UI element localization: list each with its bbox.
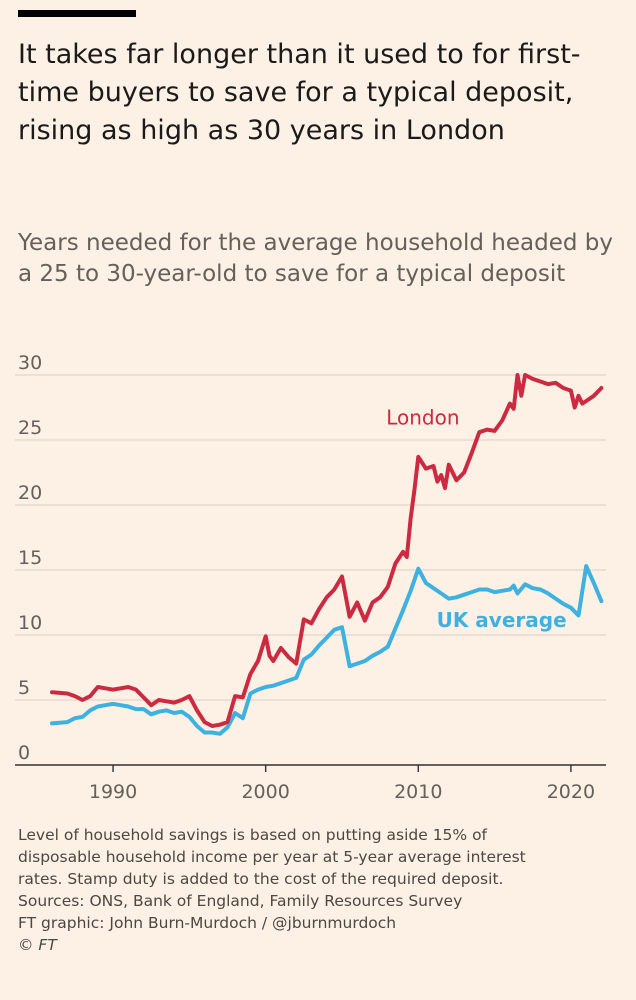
- series-lines: [50, 373, 604, 736]
- y-tick-label: 10: [18, 612, 42, 634]
- chart-subtitle: Years needed for the average household h…: [18, 230, 613, 287]
- x-tick-label: 1990: [89, 781, 137, 800]
- series-label: London: [386, 405, 459, 429]
- footer-line: FT graphic: John Burn-Murdoch / @jburnmu…: [18, 914, 397, 932]
- series-label: UK average: [437, 608, 567, 632]
- y-tick-label: 5: [18, 677, 30, 699]
- y-tick-label: 25: [18, 417, 42, 439]
- footer-line: Sources: ONS, Bank of England, Family Re…: [18, 892, 463, 910]
- footer-line: rates. Stamp duty is added to the cost o…: [18, 870, 504, 888]
- grid-lines: [15, 374, 606, 766]
- x-axis: 1990 2000 2010 2020: [89, 765, 595, 800]
- footer-line: Level of household savings is based on p…: [18, 826, 488, 844]
- x-tick-label: 2010: [394, 781, 442, 800]
- footer-line: disposable household income per year at …: [18, 848, 526, 866]
- series-annotations: London UK average: [386, 405, 566, 632]
- top-bar: [18, 10, 136, 17]
- series-line-london: [50, 373, 604, 728]
- y-tick-label: 15: [18, 547, 42, 569]
- series-line-uk-average: [50, 564, 604, 736]
- x-tick-label: 2020: [547, 781, 595, 800]
- y-tick-label: 20: [18, 482, 42, 504]
- footer-line: © FT: [18, 936, 57, 954]
- footer-notes: Level of household savings is based on p…: [18, 824, 628, 956]
- x-tick-label: 2000: [241, 781, 289, 800]
- chart-title: It takes far longer than it used to for …: [18, 39, 581, 146]
- y-axis-labels: 0 5 10 15 20 25 30: [18, 355, 42, 764]
- y-tick-label: 30: [18, 355, 42, 374]
- line-chart: 0 5 10 15 20 25 30 1990 2000 2010 2020 London UK a…: [15, 355, 606, 800]
- y-tick-label: 0: [18, 742, 30, 764]
